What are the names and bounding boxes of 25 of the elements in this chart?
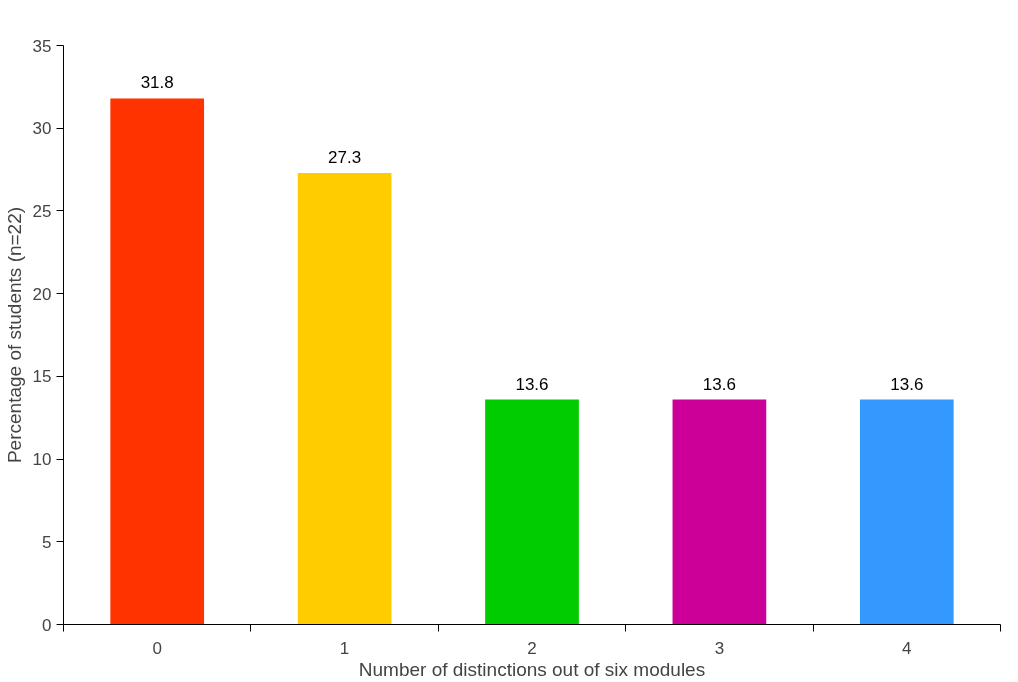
bar	[297, 172, 392, 625]
x-tick-label: 3	[714, 638, 725, 658]
bar	[485, 399, 579, 625]
y-tick-label: 35	[32, 36, 52, 56]
x-tick-label: 1	[339, 638, 350, 658]
data-label: 13.6	[890, 374, 924, 394]
y-tick-label: 10	[32, 450, 52, 470]
data-label: 27.3	[328, 147, 362, 167]
bar	[859, 399, 954, 625]
y-tick-label: 15	[32, 367, 52, 387]
bar	[672, 399, 767, 625]
y-axis-title: Percentage of students (n=22)	[3, 206, 25, 464]
data-label: 31.8	[140, 73, 174, 93]
y-tick-label: 25	[32, 201, 52, 221]
x-axis-title: Number of distinctions out of six modules	[358, 658, 706, 680]
bar	[110, 98, 205, 625]
data-label: 13.6	[702, 374, 736, 394]
y-tick-label: 0	[42, 615, 52, 635]
x-tick-label: 0	[152, 638, 162, 658]
x-tick-label: 2	[527, 638, 537, 658]
data-label: 13.6	[515, 374, 549, 394]
x-tick-label: 4	[902, 638, 912, 658]
y-tick-label: 20	[32, 284, 52, 304]
y-tick-label: 30	[32, 119, 52, 139]
y-tick-label: 5	[42, 532, 52, 552]
